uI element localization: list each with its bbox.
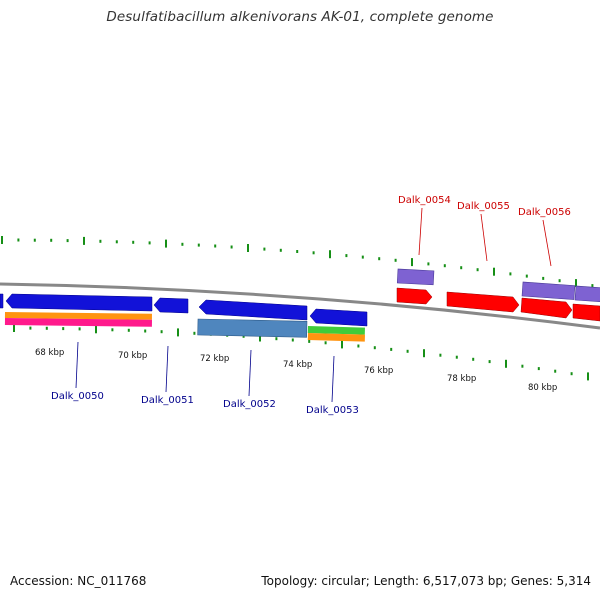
leader-dalk-0055 <box>480 213 488 262</box>
gene-arrow-dalk-0054[interactable] <box>396 287 433 305</box>
leader-dalk-0054 <box>418 207 423 256</box>
leader-dalk-0050 <box>75 341 79 389</box>
feature-bar-purple-0056b <box>574 285 600 303</box>
scale-label-78: 78 kbp <box>447 374 476 384</box>
scale-label-76: 76 kbp <box>364 366 393 376</box>
blue-leader-lines <box>75 341 335 403</box>
gene-arrow-partial[interactable] <box>0 293 4 309</box>
scale-label-68: 68 kbp <box>35 348 64 358</box>
label-dalk-0055[interactable]: Dalk_0055 <box>457 201 510 212</box>
label-dalk-0052[interactable]: Dalk_0052 <box>223 399 276 410</box>
scale-label-72: 72 kbp <box>200 354 229 364</box>
scale-label-74: 74 kbp <box>283 360 312 370</box>
feature-bar-orange-0050 <box>4 311 152 320</box>
gene-arrow-dalk-0051[interactable] <box>153 297 189 314</box>
feature-bar-steelblue-0052 <box>197 318 308 338</box>
label-dalk-0054[interactable]: Dalk_0054 <box>398 195 451 206</box>
leader-dalk-0051 <box>165 345 169 393</box>
gene-arrow-dalk-0053[interactable] <box>309 308 368 327</box>
leader-dalk-0052 <box>248 349 252 397</box>
feature-bar-orange-0053 <box>307 333 365 342</box>
feature-bar-purple-0054 <box>396 268 435 286</box>
scale-label-80: 80 kbp <box>528 383 557 393</box>
feature-bar-magenta-0050 <box>4 318 152 327</box>
label-dalk-0053[interactable]: Dalk_0053 <box>306 405 359 416</box>
label-dalk-0051[interactable]: Dalk_0051 <box>141 395 194 406</box>
red-leader-lines <box>418 207 552 267</box>
genome-backbone <box>0 282 600 330</box>
map-title: Desulfatibacillum alkenivorans AK-01, co… <box>106 9 494 25</box>
gene-arrow-dalk-0052[interactable] <box>198 299 308 321</box>
leader-dalk-0056 <box>542 219 552 267</box>
accession-text: Accession: NC_011768 <box>10 574 147 588</box>
feature-bar-purple-0056a <box>521 281 576 300</box>
gene-arrow-dalk-0055[interactable] <box>446 291 520 313</box>
label-dalk-0050[interactable]: Dalk_0050 <box>51 391 104 402</box>
genome-summary-text: Topology: circular; Length: 6,517,073 bp… <box>261 574 591 588</box>
gene-arrow-dalk-0050[interactable] <box>5 293 153 312</box>
feature-bar-green-0053 <box>307 326 365 335</box>
outer-tick-row <box>1 236 594 288</box>
inner-tick-row <box>13 324 589 381</box>
gene-arrow-partial-right[interactable] <box>572 303 600 322</box>
label-dalk-0056[interactable]: Dalk_0056 <box>518 207 571 218</box>
scale-label-70: 70 kbp <box>118 351 147 361</box>
gene-arrow-dalk-0056[interactable] <box>520 297 573 319</box>
leader-dalk-0053 <box>331 355 335 403</box>
